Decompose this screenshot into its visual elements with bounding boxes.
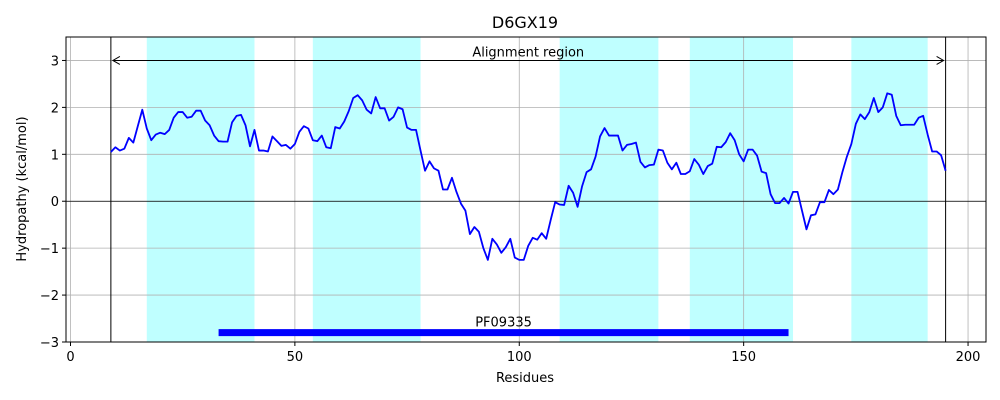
y-tick-label: −2 [40, 289, 59, 304]
transmembrane-region [146, 37, 255, 342]
series-layer [110, 92, 947, 261]
y-tick-label: 1 [51, 148, 59, 163]
hydropathy-line [110, 92, 947, 261]
alignment-arrow-left-head [111, 56, 121, 65]
transmembrane-region [851, 37, 928, 342]
x-tick-label: 150 [731, 350, 756, 365]
plot-frame [65, 36, 987, 343]
x-tick-label: 100 [507, 350, 532, 365]
transmembrane-region [559, 37, 659, 342]
reference-lines [66, 37, 986, 342]
x-tick-label: 50 [287, 350, 304, 365]
y-tick-label: −1 [40, 242, 59, 257]
x-ticks: 0 50 100 150 200 [66, 342, 980, 365]
x-tick-label: 200 [956, 350, 981, 365]
y-tick-label: 2 [51, 101, 59, 116]
domain-label: PF09335 [475, 316, 532, 331]
y-tick-label: 3 [51, 54, 59, 69]
x-tick-label: 0 [66, 350, 74, 365]
transmembrane-region [689, 37, 794, 342]
chart-title: D6GX19 [492, 13, 558, 32]
annotations: Alignment region PF09335 [111, 45, 945, 337]
y-tick-label: −3 [40, 336, 59, 351]
x-axis-label: Residues [496, 371, 554, 386]
transmembrane-regions [146, 37, 928, 342]
y-axis-label: Hydropathy (kcal/mol) [15, 116, 30, 261]
y-tick-label: 0 [51, 195, 59, 210]
domain-bar [218, 329, 789, 337]
alignment-arrow-right-head [936, 56, 945, 65]
transmembrane-region [312, 37, 421, 342]
alignment-region-label: Alignment region [472, 45, 584, 60]
y-ticks: −3 −2 −1 0 1 2 3 [40, 54, 66, 351]
